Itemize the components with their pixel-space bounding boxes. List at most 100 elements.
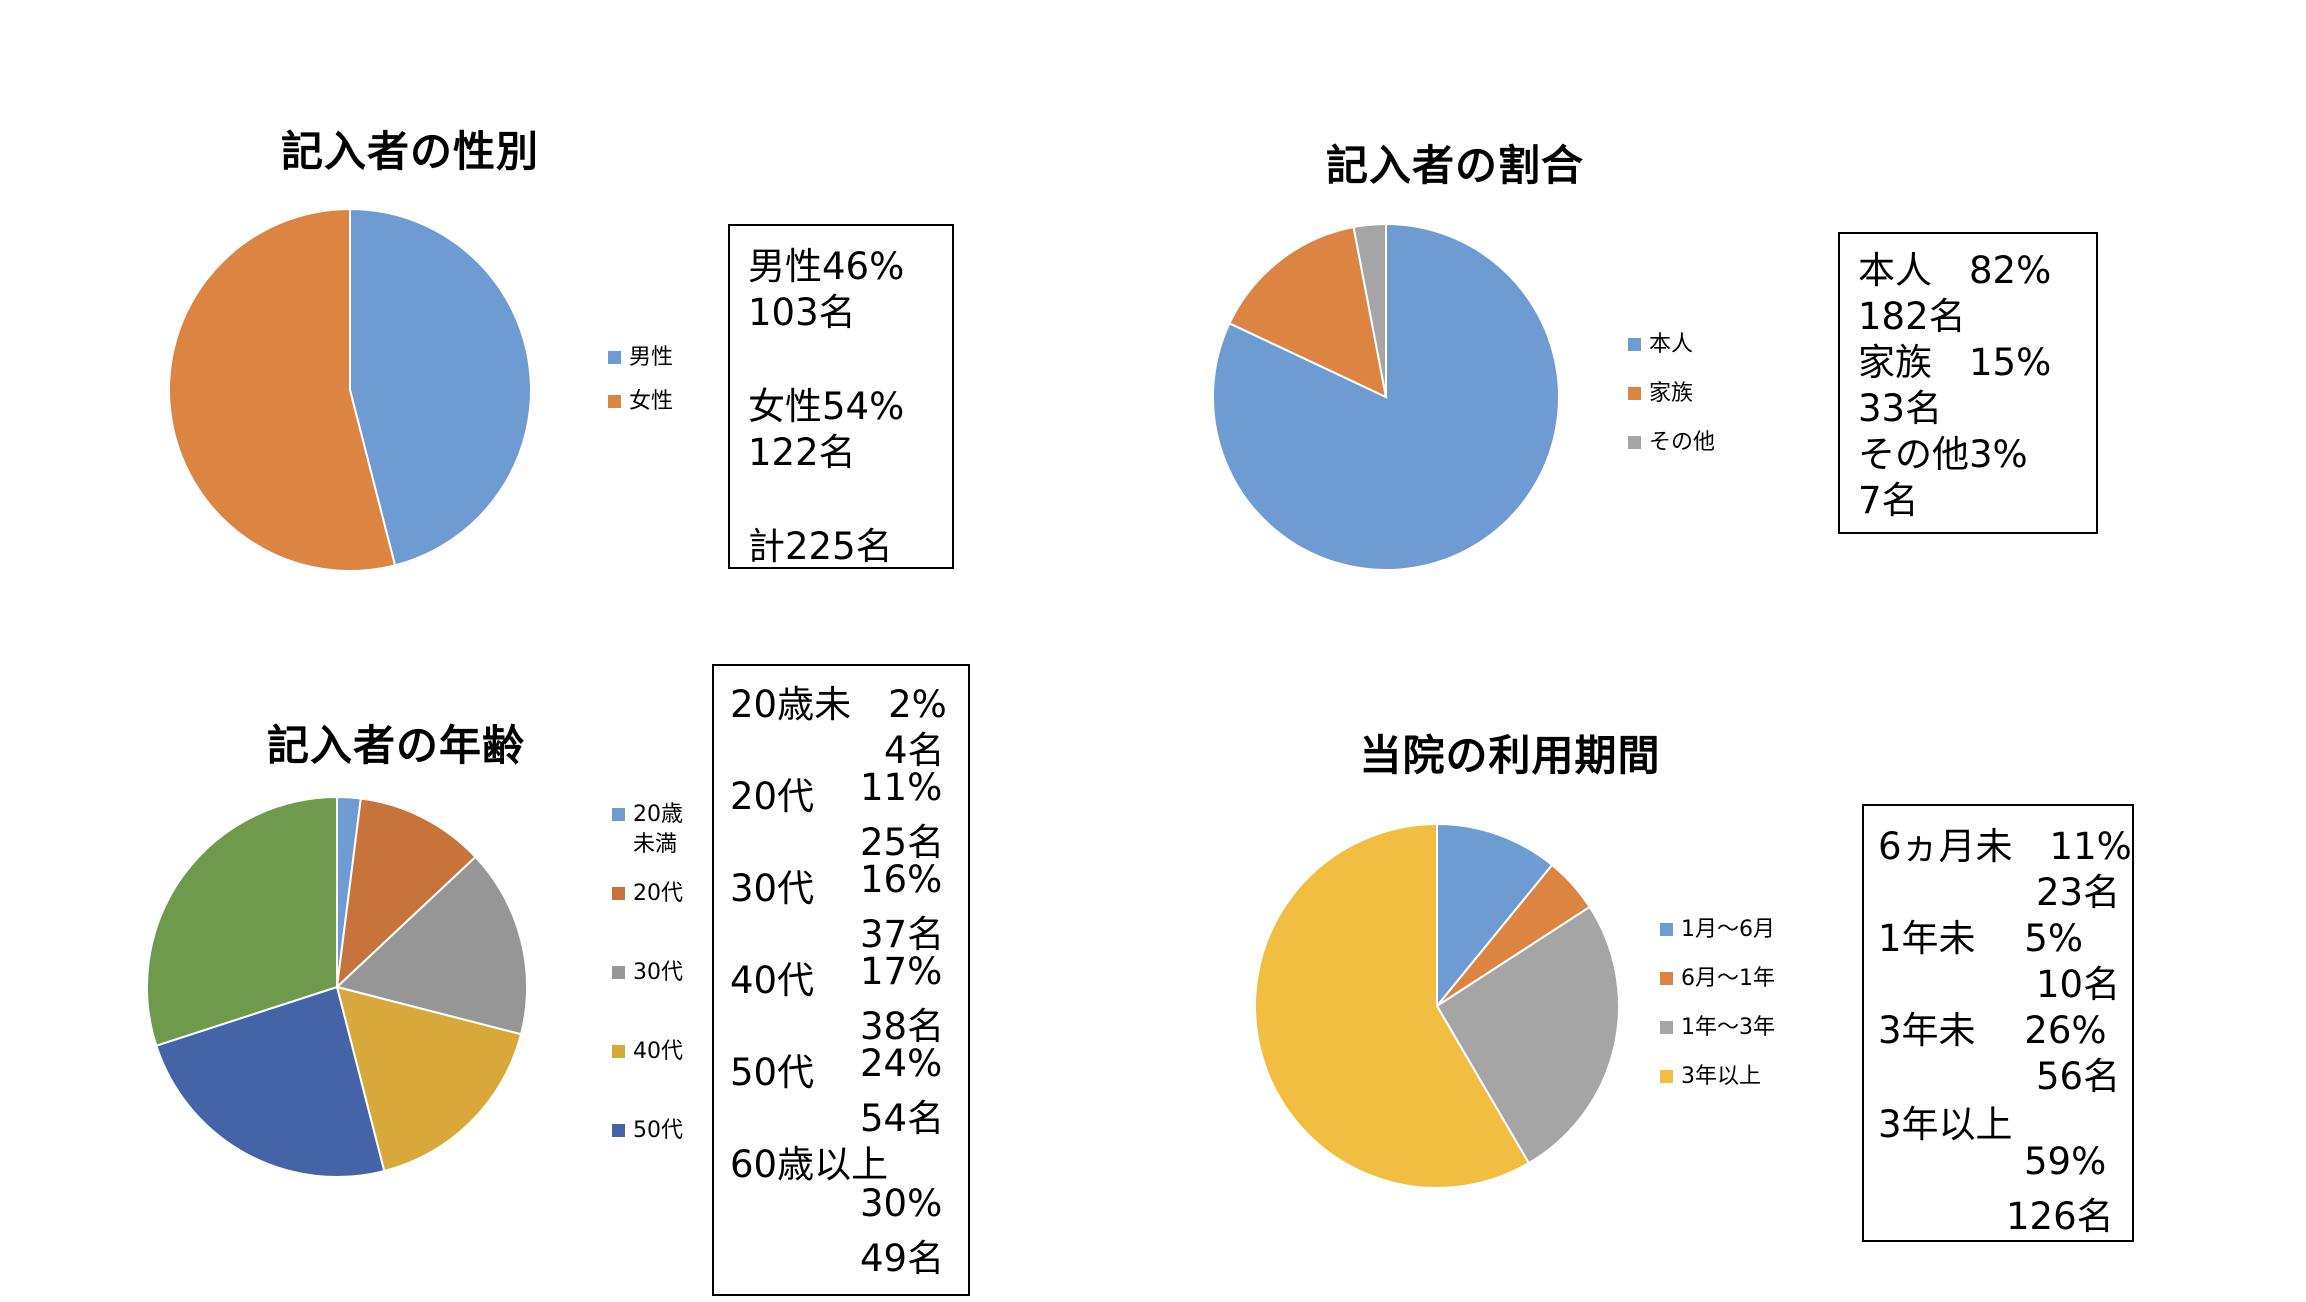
legend-label: 40代 (633, 1039, 683, 1064)
pie-slice-3 (1435, 905, 1620, 1165)
annotation-text: 23名 (2036, 871, 2121, 914)
annotation-text: 122名 (748, 431, 856, 474)
legend-label: 家族 (1649, 381, 1694, 406)
legend-item: 20代 (612, 879, 683, 909)
legend-item: 30代 (612, 958, 683, 988)
legend-swatch (612, 1124, 625, 1137)
chart3-title: 記入者の年齢 (266, 721, 525, 770)
annotation-text: 59% (2024, 1140, 2107, 1183)
pie-slice-5 (155, 985, 386, 1178)
legend-label: 男性 (629, 345, 674, 370)
pie-slice-2 (1228, 225, 1388, 399)
pie-slice-2 (335, 797, 477, 990)
annotation-text: 4名 (884, 729, 945, 772)
legend-label: その他 (1649, 430, 1716, 455)
legend-swatch (612, 887, 625, 900)
legend-swatch (1628, 338, 1641, 351)
annotation-text: 103名 (748, 291, 856, 334)
annotation-text: 家族 15% (1858, 341, 2052, 384)
legend-item: 家族 (1628, 379, 1693, 409)
chart2-title: 記入者の割合 (1325, 141, 1584, 190)
legend-item: 女性 (608, 387, 673, 417)
annotation-text: 126名 (2006, 1195, 2114, 1238)
legend-swatch (612, 1045, 625, 1058)
annotation-text: 54名 (860, 1097, 945, 1140)
annotation-text: 38名 (860, 1005, 945, 1048)
legend-swatch (1628, 387, 1641, 400)
legend-swatch (1660, 923, 1673, 936)
legend-item: 6月～1年 (1660, 964, 1775, 994)
annotation-text: 20代 (730, 775, 815, 818)
chart4-title: 当院の利用期間 (1359, 731, 1661, 780)
pie-slice-3 (1352, 222, 1387, 398)
legend-item: 1月～6月 (1660, 915, 1775, 945)
annotation-text: 17% (860, 950, 943, 993)
legend-label: 6月～1年 (1681, 966, 1775, 991)
legend-label: 1年～3年 (1681, 1015, 1775, 1040)
annotation-text: 40代 (730, 959, 815, 1002)
legend-item: 40代 (612, 1037, 683, 1067)
annotation-text: 182名 (1858, 295, 1966, 338)
annotation-text: 60歳以上 (730, 1143, 889, 1186)
annotation-text: 33名 (1858, 387, 1943, 430)
legend-swatch (1660, 1070, 1673, 1083)
pie-slice-1 (1436, 822, 1554, 1009)
chart4-annotation-box: 6ヵ月未 11% 23名 1年未 5% 10名 3年未 26% 56名 3年以上… (1862, 804, 2134, 1242)
annotation-text: 本人 82% (1858, 249, 2052, 292)
chart2-annotation-box: 本人 82% 182名 家族 15% 33名 その他3% 7名 (1838, 232, 2098, 534)
pie-slice-6 (146, 795, 338, 1047)
pie-slice-2 (168, 207, 397, 572)
pie-slice-4 (335, 985, 523, 1173)
annotation-text: 女性54% (748, 385, 905, 428)
legend-label: 3年以上 (1681, 1064, 1761, 1089)
legend-swatch (612, 966, 625, 979)
annotation-text: 1年未 5% (1878, 917, 2083, 960)
annotation-text: その他3% (1858, 433, 2028, 476)
legend-swatch (612, 808, 625, 821)
annotation-text: 24% (860, 1042, 943, 1085)
chart1-annotation-box: 男性46% 103名 女性54% 122名 計225名 (728, 224, 954, 569)
legend-label: 50代 (633, 1118, 683, 1143)
pie-slice-4 (1254, 822, 1531, 1189)
legend-label: 女性 (629, 389, 674, 414)
annotation-text: 計225名 (748, 525, 893, 568)
chart1-title: 記入者の性別 (280, 127, 539, 176)
annotation-text: 25名 (860, 821, 945, 864)
annotation-text: 49名 (860, 1237, 945, 1280)
chart3-annotation-box: 20歳未 2% 4名 20代 11% 25名 30代 16% 37名 40代 1… (712, 664, 970, 1296)
annotation-text: 男性46% (748, 245, 905, 288)
legend-swatch (1628, 436, 1641, 449)
pie-slice-3 (334, 855, 528, 1036)
pie-slice-1 (349, 207, 532, 567)
annotation-text: 7名 (1858, 479, 1919, 522)
chart1-pie (168, 207, 532, 572)
annotation-text: 50代 (730, 1051, 815, 1094)
legend-swatch (608, 395, 621, 408)
legend-item: 1年～3年 (1660, 1013, 1775, 1043)
legend-item: 男性 (608, 343, 673, 373)
legend-label: 本人 (1649, 332, 1694, 357)
legend-label: 1月～6月 (1681, 917, 1775, 942)
annotation-text: 30% (860, 1182, 943, 1225)
legend-item: 3年以上 (1660, 1062, 1761, 1092)
legend-label: 20歳 未満 (633, 802, 683, 857)
legend-item: 本人 (1628, 330, 1693, 360)
annotation-text: 56名 (2036, 1055, 2121, 1098)
annotation-text: 30代 (730, 867, 815, 910)
legend-label: 30代 (633, 960, 683, 985)
legend-item: 50代 (612, 1116, 683, 1146)
legend-swatch (1660, 1021, 1673, 1034)
annotation-text: 3年以上 (1878, 1103, 2013, 1146)
chart2-pie (1211, 222, 1560, 571)
legend-label: 20代 (633, 881, 683, 906)
chart3-pie (146, 795, 528, 1178)
annotation-text: 10名 (2036, 963, 2121, 1006)
legend-swatch (1660, 972, 1673, 985)
legend-swatch (608, 351, 621, 364)
annotation-text: 3年未 26% (1878, 1009, 2107, 1052)
legend-item: その他 (1628, 428, 1715, 458)
annotation-text: 20歳未 2% (730, 683, 947, 726)
annotation-text: 11% (860, 766, 943, 809)
annotation-text: 6ヵ月未 11% (1878, 825, 2132, 868)
annotation-text: 37名 (860, 913, 945, 956)
